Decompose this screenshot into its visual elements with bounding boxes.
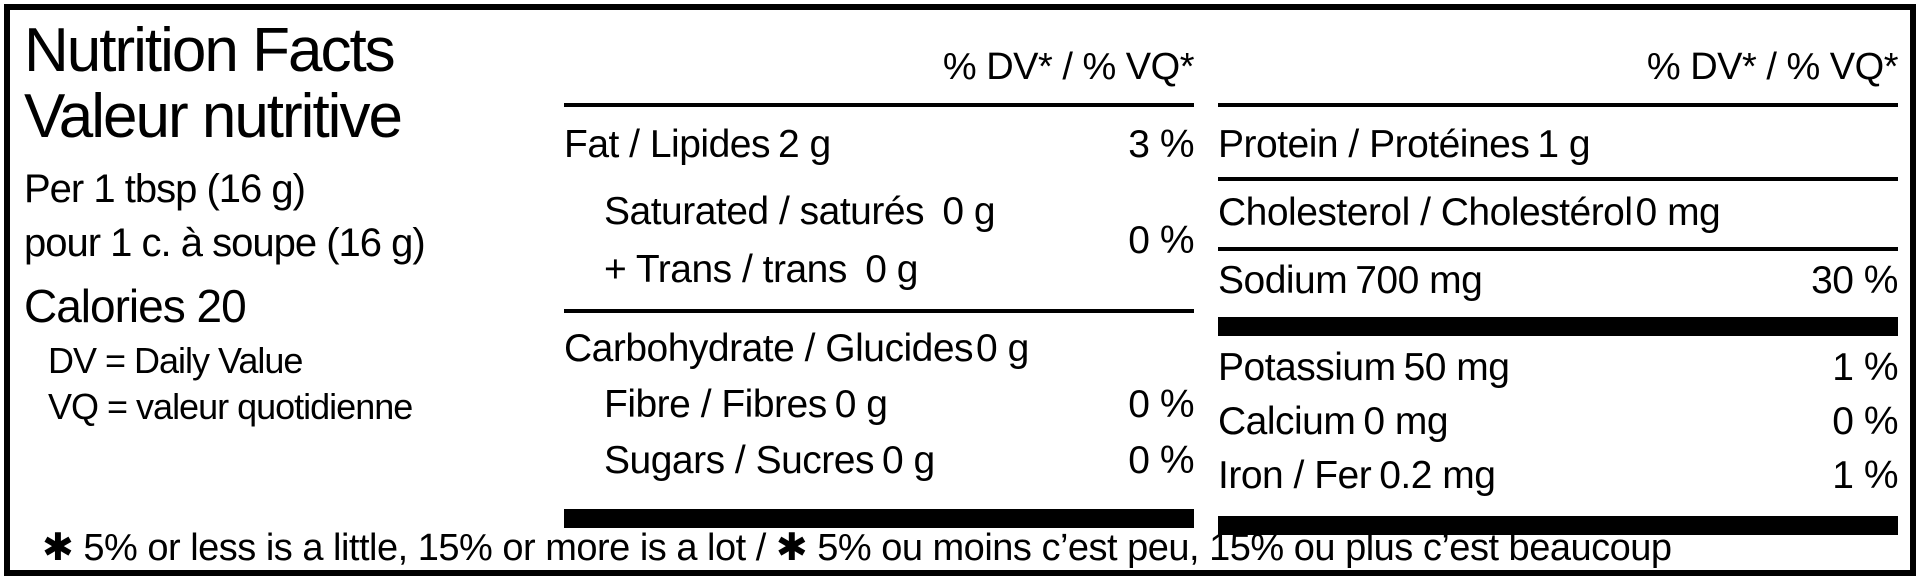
- saturated-amount: 0 g: [942, 190, 996, 233]
- sodium-dv: 30 %: [1811, 259, 1898, 302]
- calcium-dv: 0 %: [1832, 400, 1898, 443]
- separator-rule: [564, 309, 1194, 313]
- saturated-trans-dv: 0 %: [1128, 219, 1194, 262]
- separator-rule: [1218, 177, 1898, 181]
- dv-definition-english: DV = Daily Value: [48, 340, 303, 381]
- saturated-name: Saturated / saturés: [604, 190, 925, 233]
- cholesterol-row: Cholesterol / Cholestérol 0 mg: [1218, 191, 1898, 247]
- sugars-row: Sugars / Sucres 0 g 0 %: [564, 439, 1194, 495]
- sodium-amount: 700 mg: [1355, 259, 1483, 302]
- cholesterol-amount: 0 mg: [1635, 191, 1721, 234]
- fat-row: Fat / Lipides 2 g 3 %: [564, 123, 1194, 179]
- section-end-bar: [564, 509, 1194, 528]
- fat-carbohydrate-column: % DV* / % VQ* Fat / Lipides 2 g 3 % Satu…: [564, 10, 1195, 528]
- sugars-amount: 0 g: [881, 439, 935, 482]
- section-end-bar: [1218, 516, 1898, 535]
- fibre-row: Fibre / Fibres 0 g 0 %: [564, 383, 1194, 439]
- identity-column: Nutrition Facts Valeur nutritive Per 1 t…: [24, 10, 546, 522]
- potassium-name: Potassium: [1218, 346, 1396, 389]
- serving-size-french: pour 1 c. à soupe (16 g): [24, 221, 426, 265]
- dv-definition-french: VQ = valeur quotidienne: [48, 386, 413, 427]
- trans-amount: 0 g: [865, 248, 918, 291]
- fat-dv: 3 %: [1128, 123, 1194, 166]
- calcium-row: Calcium 0 mg 0 %: [1218, 400, 1898, 454]
- carbohydrate-name: Carbohydrate / Glucides: [564, 327, 974, 370]
- calcium-name: Calcium: [1218, 400, 1356, 443]
- protein-name: Protein / Protéines: [1218, 123, 1530, 166]
- title-french: Valeur nutritive: [24, 82, 403, 151]
- title-english: Nutrition Facts: [24, 16, 396, 85]
- protein-row: Protein / Protéines 1 g: [1218, 123, 1898, 177]
- nutrition-facts-label: Nutrition Facts Valeur nutritive Per 1 t…: [4, 4, 1916, 576]
- daily-value-header: % DV* / % VQ*: [564, 10, 1195, 107]
- carbohydrate-row: Carbohydrate / Glucides 0 g: [564, 327, 1194, 383]
- sodium-row: Sodium 700 mg 30 %: [1218, 259, 1898, 317]
- calcium-amount: 0 mg: [1363, 400, 1449, 443]
- separator-rule: [1218, 247, 1898, 251]
- protein-minerals-column: % DV* / % VQ* Protein / Protéines 1 g Ch…: [1218, 10, 1899, 535]
- sodium-name: Sodium: [1218, 259, 1348, 302]
- section-end-bar: [1218, 317, 1898, 336]
- serving-size-english: Per 1 tbsp (16 g): [24, 167, 306, 211]
- fibre-dv: 0 %: [1128, 383, 1194, 426]
- fibre-name: Fibre / Fibres: [604, 383, 827, 426]
- carbohydrate-amount: 0 g: [976, 327, 1029, 370]
- potassium-dv: 1 %: [1832, 346, 1898, 389]
- trans-row: + Trans / trans 0 g: [564, 241, 995, 299]
- sugars-name: Sugars / Sucres: [604, 439, 874, 482]
- saturated-trans-group: Saturated / saturés 0 g + Trans / trans …: [564, 183, 1194, 299]
- potassium-amount: 50 mg: [1403, 346, 1510, 389]
- sugars-dv: 0 %: [1128, 439, 1194, 482]
- iron-row: Iron / Fer 0.2 mg 1 %: [1218, 454, 1898, 508]
- trans-name: + Trans / trans: [604, 248, 847, 291]
- daily-value-header: % DV* / % VQ*: [1218, 10, 1899, 107]
- percent-dv-footnote: ✱ 5% or less is a little, 15% or more is…: [42, 526, 1672, 569]
- iron-dv: 1 %: [1832, 454, 1898, 497]
- protein-amount: 1 g: [1537, 123, 1591, 166]
- fat-amount: 2 g: [777, 123, 831, 166]
- fibre-amount: 0 g: [834, 383, 888, 426]
- saturated-row: Saturated / saturés 0 g: [564, 183, 996, 241]
- cholesterol-name: Cholesterol / Cholestérol: [1218, 191, 1633, 234]
- calories-line: Calories 20: [24, 280, 247, 332]
- iron-amount: 0.2 mg: [1379, 454, 1496, 497]
- iron-name: Iron / Fer: [1218, 454, 1372, 497]
- label-body: Nutrition Facts Valeur nutritive Per 1 t…: [10, 10, 1910, 535]
- fat-name: Fat / Lipides: [564, 123, 770, 166]
- potassium-row: Potassium 50 mg 1 %: [1218, 346, 1898, 400]
